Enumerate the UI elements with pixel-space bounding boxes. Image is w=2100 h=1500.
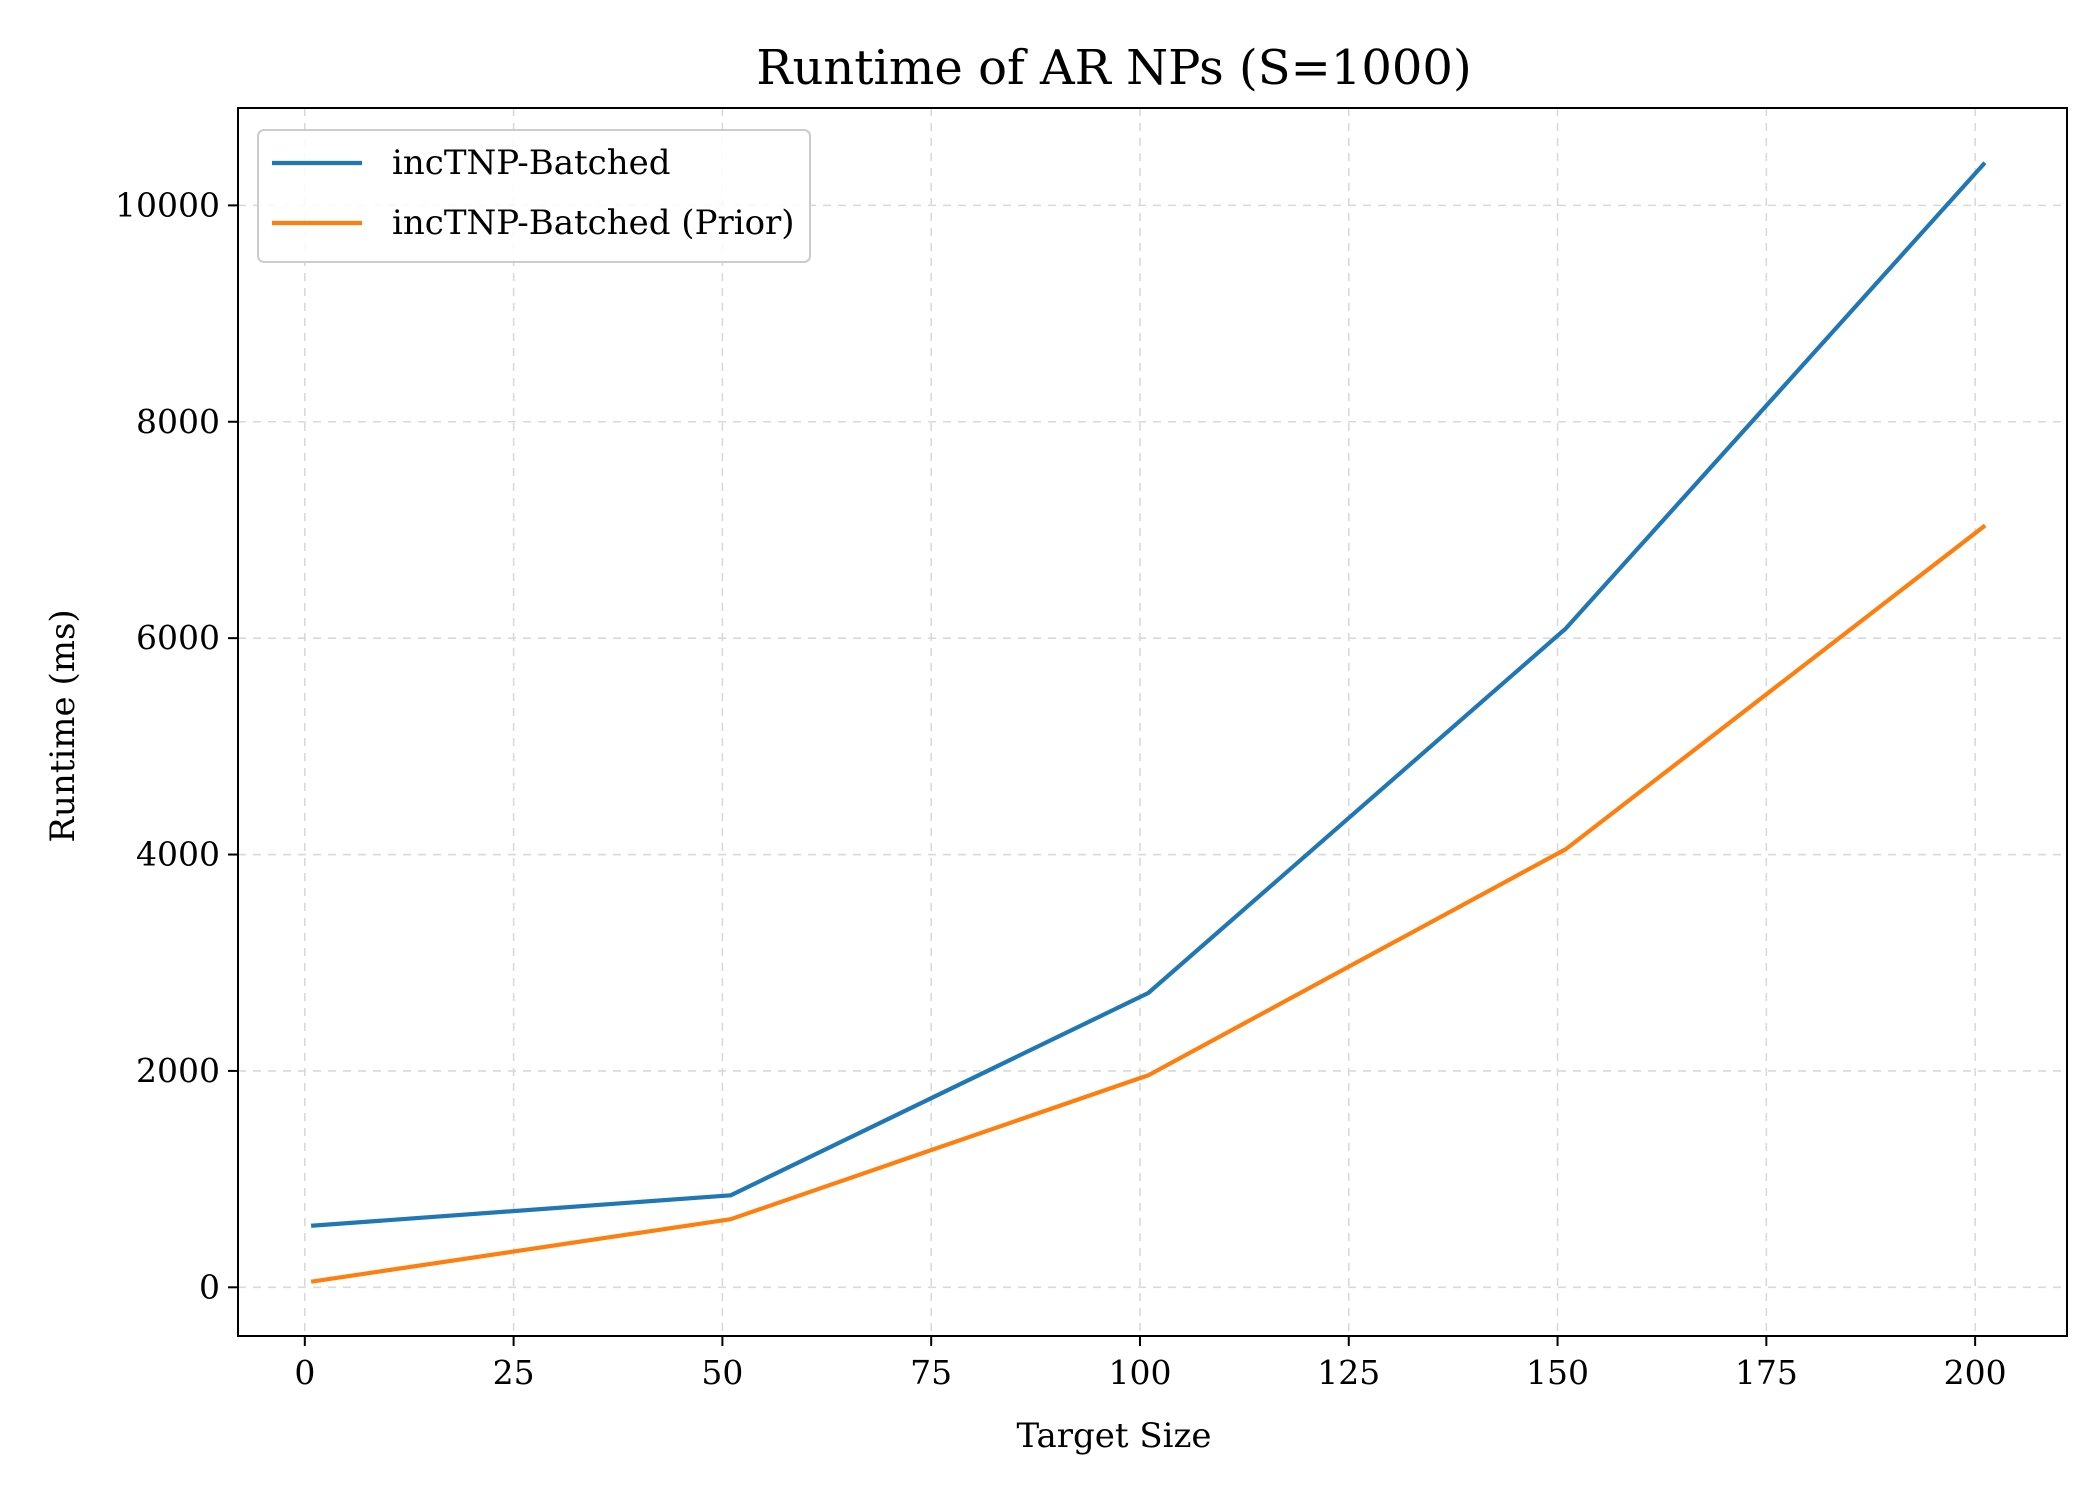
x-tick-label: 100	[1108, 1353, 1171, 1392]
grid-lines	[238, 108, 2067, 1336]
legend-label-2: incTNP-Batched (Prior)	[392, 203, 795, 243]
x-tick-label: 200	[1944, 1353, 2007, 1392]
x-tick-label: 0	[294, 1353, 315, 1392]
series-line-2	[310, 523, 1987, 1284]
y-axis-label: Runtime (ms)	[43, 609, 83, 842]
x-tick-label: 75	[910, 1353, 952, 1392]
legend: incTNP-Batched incTNP-Batched (Prior)	[257, 129, 811, 263]
y-tick-label: 4000	[136, 835, 220, 874]
legend-box	[257, 129, 811, 263]
y-tick-label: 10000	[115, 185, 220, 224]
x-tick-label: 50	[701, 1353, 743, 1392]
x-tick-label: 125	[1317, 1353, 1380, 1392]
y-tick-label: 6000	[136, 618, 220, 657]
series-line-1	[310, 161, 1987, 1228]
x-axis-label: Target Size	[1016, 1416, 1211, 1456]
legend-label-1: incTNP-Batched	[392, 143, 671, 183]
y-axis-ticks: 0 2000 4000 6000 8000 10000	[115, 185, 238, 1306]
x-axis-ticks: 0 25 50 75 100 125 150 175 200	[294, 1336, 2007, 1392]
y-tick-label: 8000	[136, 402, 220, 441]
y-tick-label: 2000	[136, 1051, 220, 1090]
x-tick-label: 25	[493, 1353, 535, 1392]
x-tick-label: 175	[1735, 1353, 1798, 1392]
series-layer	[310, 161, 1987, 1284]
x-tick-label: 150	[1526, 1353, 1589, 1392]
chart-title: Runtime of AR NPs (S=1000)	[756, 40, 1471, 96]
y-tick-label: 0	[199, 1267, 220, 1306]
plot-frame	[237, 107, 2068, 1337]
